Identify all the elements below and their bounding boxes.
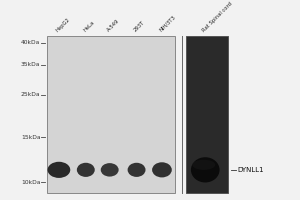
Bar [47,36,175,193]
Text: HeLa: HeLa [82,20,95,33]
Ellipse shape [101,163,119,177]
Ellipse shape [48,162,70,178]
Ellipse shape [77,163,95,177]
Ellipse shape [192,160,215,170]
Text: 293T: 293T [133,20,146,33]
Text: DYNLL1: DYNLL1 [237,167,264,173]
Ellipse shape [152,162,172,177]
Ellipse shape [191,157,220,182]
Text: HepG2: HepG2 [56,16,72,33]
Text: 25kDa: 25kDa [21,92,40,97]
Bar [186,36,228,193]
Text: Rat Spinal cord: Rat Spinal cord [202,1,233,33]
Text: NIH/3T3: NIH/3T3 [158,14,177,33]
Text: 15kDa: 15kDa [21,135,40,140]
Text: 40kDa: 40kDa [21,40,40,45]
Text: 10kDa: 10kDa [21,180,40,185]
Text: A-549: A-549 [106,18,121,33]
Text: 35kDa: 35kDa [21,62,40,67]
Ellipse shape [128,163,146,177]
